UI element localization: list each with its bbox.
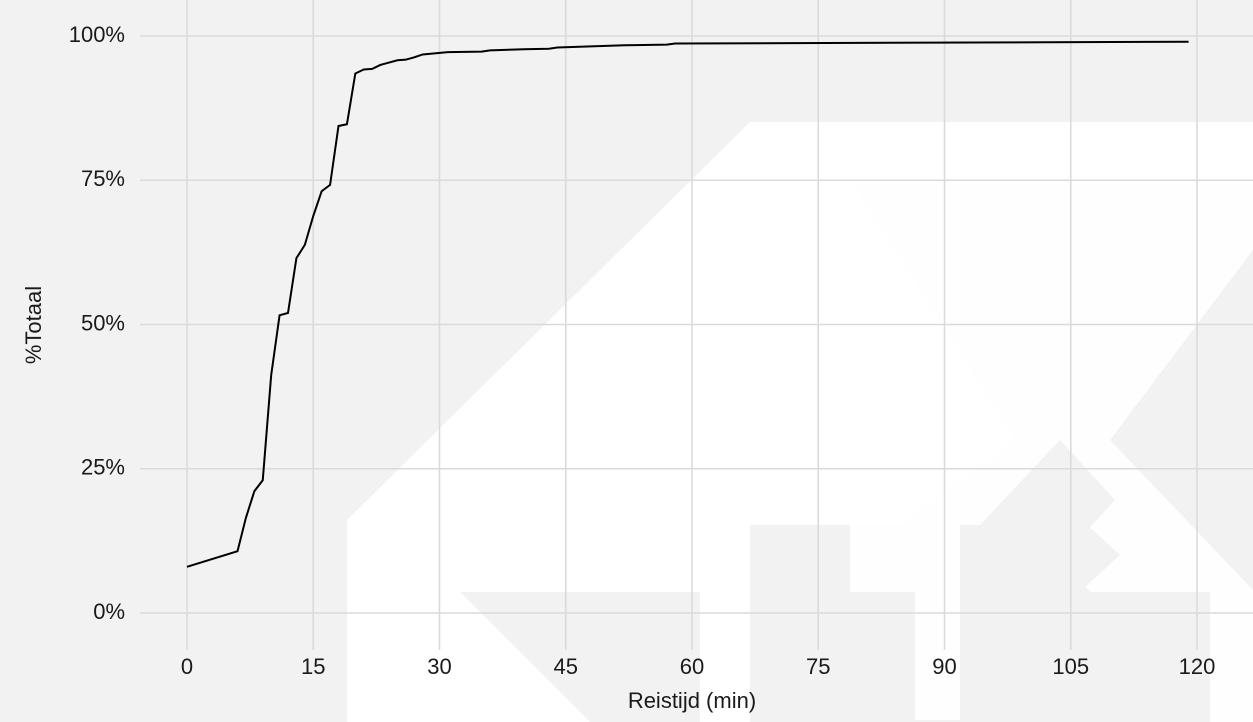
line	[186, 40, 1189, 568]
x-tick-label: 0	[181, 654, 193, 679]
y-tick-label: 0%	[93, 599, 125, 624]
x-tick-label: 60	[680, 654, 704, 679]
x-tick-label: 120	[1179, 654, 1216, 679]
x-tick-label: 75	[806, 654, 830, 679]
y-tick-label: 25%	[81, 455, 125, 480]
watermark	[347, 122, 1253, 722]
x-tick-label: 30	[427, 654, 451, 679]
y-tick-label: 100%	[69, 22, 125, 47]
y-tick-label: 75%	[81, 166, 125, 191]
x-tick-label: 45	[554, 654, 578, 679]
x-axis-title: Reistijd (min)	[628, 688, 756, 713]
y-axis-title: %Totaal	[21, 286, 46, 364]
x-tick-label: 105	[1052, 654, 1089, 679]
x-tick-label: 15	[301, 654, 325, 679]
x-tick-label: 90	[932, 654, 956, 679]
y-tick-label: 50%	[81, 310, 125, 335]
